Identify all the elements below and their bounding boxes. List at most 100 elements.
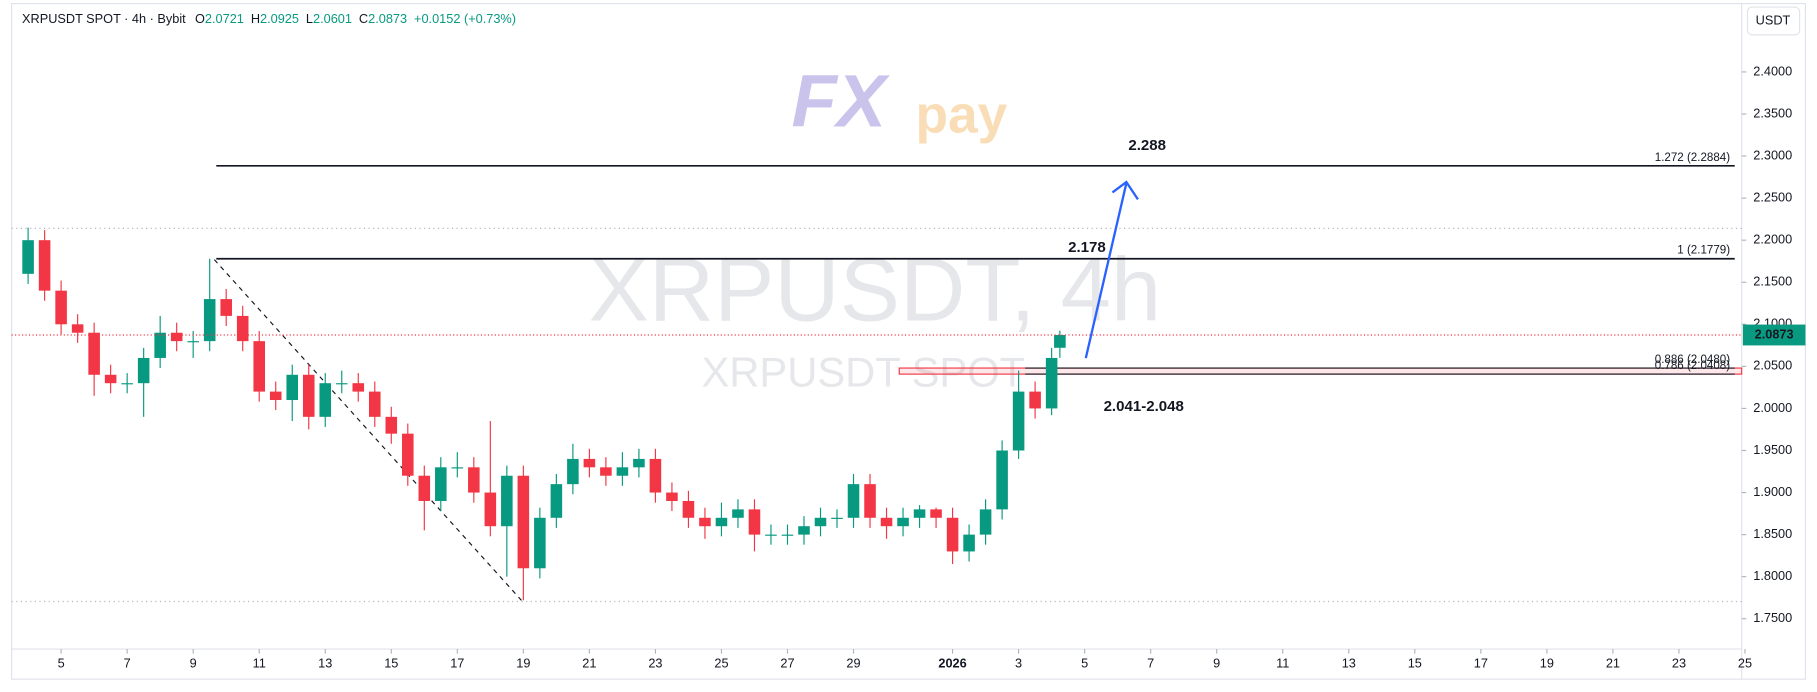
candle-body [418, 475, 431, 501]
candle-body [335, 383, 348, 385]
zone [898, 367, 1743, 375]
candle-body [814, 517, 827, 527]
y-tick-label: 1.9500 [1753, 442, 1792, 457]
candle-body [550, 484, 563, 518]
candle-body [732, 509, 744, 518]
price-badge-label: 2.0873 [1755, 326, 1794, 341]
candle-body [1012, 391, 1025, 451]
candle-body [71, 324, 84, 333]
change: +0.0152 (+0.73%) [414, 11, 516, 26]
x-tick-label: 15 [1408, 655, 1422, 670]
x-tick-label: 15 [384, 655, 398, 670]
candle-body [864, 484, 876, 518]
x-tick-label: 2026 [938, 655, 966, 670]
candle-body [402, 433, 414, 476]
candle-body [170, 332, 183, 342]
ohlc-value: 2.0873 [368, 11, 407, 26]
level-label: 0.786 (2.0408) [1655, 360, 1730, 372]
candle-body [187, 341, 199, 343]
x-tick-label: 11 [1276, 655, 1289, 670]
candle-body [699, 517, 711, 527]
x-tick-label: 17 [450, 655, 464, 670]
logo-pay: pay [915, 85, 1007, 144]
y-tick-label: 1.9000 [1753, 484, 1792, 499]
candle-body [203, 299, 216, 342]
x-tick-label: 9 [190, 655, 197, 670]
annotation: 2.041-2.048 [1104, 398, 1184, 415]
y-tick-label: 2.4000 [1753, 63, 1792, 78]
x-tick-label: 21 [582, 655, 596, 670]
y-tick-label: 2.3500 [1753, 105, 1792, 120]
candle-body [501, 475, 513, 527]
watermark-subtitle: XRPUSDT SPOT [701, 349, 1025, 396]
candle-body [269, 391, 282, 401]
x-tick-label: 7 [1147, 655, 1154, 670]
candle-body [616, 467, 629, 476]
x-tick-label: 23 [648, 655, 662, 670]
x-tick-label: 11 [253, 655, 266, 670]
candle-body [913, 509, 926, 518]
level-label: 0.886 (2.0480) [1655, 354, 1730, 366]
candle-body [484, 492, 497, 527]
candle-body [897, 517, 909, 527]
candle-body [517, 475, 530, 569]
candle-body [88, 332, 100, 375]
x-tick-label: 19 [1540, 655, 1554, 670]
candle-body [468, 467, 480, 493]
logo: FX pay [791, 59, 1007, 144]
candle-body [385, 416, 398, 434]
arrow [1084, 180, 1139, 359]
candle-body [583, 458, 596, 468]
candle-body [715, 517, 728, 527]
x-tick-label: 13 [1342, 655, 1356, 670]
candle-body [600, 467, 612, 476]
candle-body [567, 458, 579, 485]
candle-body [121, 383, 133, 385]
ohlc-key: L [306, 11, 313, 26]
trend-line [213, 259, 522, 601]
x-tick-label: 9 [1213, 655, 1220, 670]
ohlc-value: 2.0721 [205, 11, 244, 26]
candle-body [236, 315, 249, 342]
candle-body [847, 484, 860, 518]
candle-body [534, 517, 546, 569]
level-label: 1 (2.1779) [1677, 245, 1730, 257]
price-badge [1742, 324, 1806, 346]
candle-body [253, 341, 265, 392]
ohlc-key: O [195, 11, 205, 26]
x-tick-label: 21 [1606, 655, 1620, 670]
plot: 1.7500 1.8000 1.8500 1.9000 1.9500 2.0000 2.05… [11, 63, 1806, 670]
y-tick-label: 1.8000 [1753, 568, 1792, 583]
ohlc-value: 2.0925 [260, 11, 299, 26]
candle-body [996, 450, 1008, 510]
x-tick-label: 25 [714, 655, 728, 670]
candle-body [880, 517, 893, 527]
candle-body [319, 383, 332, 417]
currency-label[interactable]: USDT [1756, 12, 1791, 27]
y-tick-label: 2.3000 [1753, 147, 1792, 162]
arrow-head [1111, 180, 1139, 201]
x-tick-label: 29 [846, 655, 860, 670]
candle-body [220, 299, 232, 316]
candle-body [666, 492, 678, 501]
candle-body [798, 526, 810, 535]
candle-body [748, 509, 761, 535]
logo-fx: FX [791, 59, 890, 142]
candle-body [55, 290, 67, 325]
x-tick-label: 19 [516, 655, 530, 670]
candle-body [946, 517, 959, 552]
candle-body [649, 458, 662, 493]
y-tick-label: 2.2500 [1753, 189, 1792, 204]
y-tick-label: 2.0500 [1753, 358, 1792, 373]
x-tick-label: 3 [1015, 655, 1022, 670]
candle-body [286, 374, 299, 401]
x-tick-label: 27 [780, 655, 794, 670]
candle-body [302, 374, 315, 417]
candle-body [1045, 357, 1058, 409]
ohlc-value: 2.0601 [313, 11, 352, 26]
y-tick-label: 1.7500 [1753, 610, 1792, 625]
candle-body [22, 240, 34, 274]
currency-button[interactable] [1746, 6, 1801, 36]
